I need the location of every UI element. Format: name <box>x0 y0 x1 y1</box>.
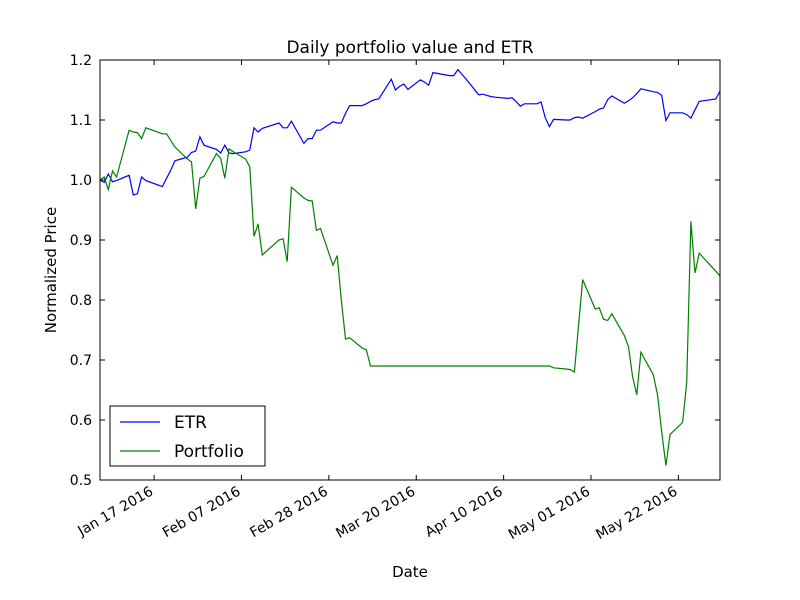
legend-label-etr: ETR <box>174 413 207 433</box>
y-tick-label: 0.7 <box>70 353 92 369</box>
series-line-portfolio <box>99 127 721 466</box>
y-tick-label: 0.9 <box>70 233 92 249</box>
x-axis-label: Date <box>392 563 428 581</box>
y-tick-label: 1.2 <box>70 53 92 69</box>
y-tick-label: 1.0 <box>70 173 92 189</box>
y-axis-ticks: 0.5 0.6 0.7 0.8 0.9 1.0 1.1 1.2 <box>70 53 720 489</box>
chart-title: Daily portfolio value and ETR <box>286 38 533 58</box>
legend-label-portfolio: Portfolio <box>174 442 244 462</box>
plot-area-frame <box>99 59 721 481</box>
y-axis-label: Normalized Price <box>42 207 60 333</box>
legend-box <box>109 405 266 467</box>
y-tick-label: 0.6 <box>70 413 92 429</box>
y-tick-label: 0.8 <box>70 293 92 309</box>
series-layer <box>99 68 721 466</box>
y-tick-label: 0.5 <box>70 473 92 489</box>
series-line-etr <box>99 68 721 196</box>
y-tick-label: 1.1 <box>70 113 92 129</box>
legend: ETR Portfolio <box>109 405 266 467</box>
